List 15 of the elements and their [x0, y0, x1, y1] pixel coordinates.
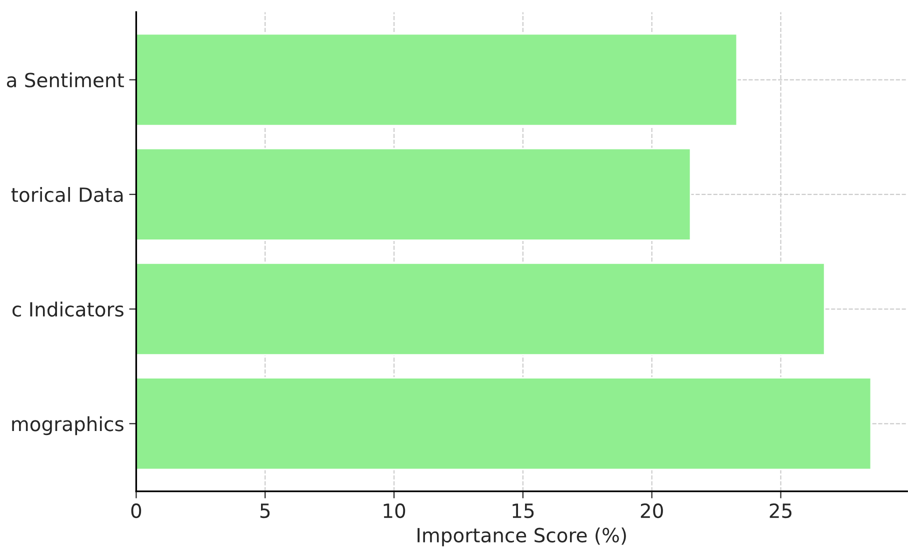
x-tick-label: 5 [260, 504, 270, 518]
y-tick-label: c Indicators [12, 302, 124, 317]
bar [136, 377, 872, 470]
x-tick-label: 20 [640, 503, 663, 518]
x-tick-label: 10 [384, 503, 406, 518]
y-tick-label: a Sentiment [6, 72, 124, 88]
x-axis-title: Importance Score (%) [418, 527, 626, 546]
y-tick-label: torical Data [11, 187, 123, 202]
y-tick-label: mographics [12, 416, 124, 436]
bar [136, 148, 692, 241]
x-tick-label: 15 [512, 504, 534, 518]
bar [136, 33, 738, 126]
x-tick-label: 0 [131, 503, 142, 518]
x-tick-label: 25 [770, 503, 792, 518]
bar [136, 262, 826, 356]
